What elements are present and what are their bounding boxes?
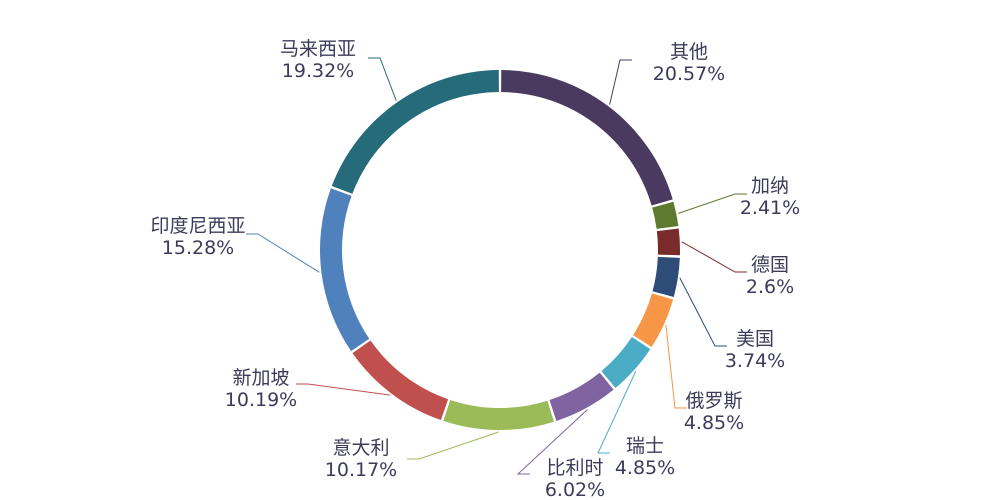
slice-3 [656,228,680,256]
slice-3-value-label: 2.6% [746,276,794,298]
slice-8-name-label: 意大利 [332,437,389,459]
slice-10-value-label: 15.28% [162,237,234,259]
slice-3-leader-line [681,241,747,273]
slice-11-leader-line [368,57,397,101]
slice-9-leader-line [296,383,391,396]
leader-lines [246,57,747,475]
slice-3-name-label: 德国 [751,254,789,276]
slice-6-name-label: 瑞士 [626,435,664,457]
slice-9-name-label: 新加坡 [232,367,289,389]
slice-11 [331,70,499,194]
donut-slices [320,70,680,430]
slice-10-name-label: 印度尼西亚 [150,215,245,237]
slice-7-name-label: 比利时 [546,457,603,479]
slice-9-value-label: 10.19% [225,389,297,411]
slice-1-value-label: 20.57% [653,63,725,85]
slice-1 [501,70,673,206]
slice-7-leader-line [516,409,588,475]
slice-11-value-label: 19.32% [282,60,354,82]
slice-1-name-label: 其他 [670,41,708,63]
slice-labels: 其他20.57%加纳2.41%德国2.6%美国3.74%俄罗斯4.85%瑞士4.… [150,38,800,500]
slice-1-leader-line [609,59,632,105]
slice-7-value-label: 6.02% [545,479,605,500]
slice-2-name-label: 加纳 [751,175,789,197]
slice-5-name-label: 俄罗斯 [685,390,742,412]
slice-5-value-label: 4.85% [684,412,744,434]
slice-4-leader-line [679,277,727,347]
slice-8-value-label: 10.17% [325,459,397,481]
slice-9 [352,340,449,421]
slice-5 [633,293,674,348]
slice-6-value-label: 4.85% [615,457,675,479]
slice-8 [443,399,554,430]
slice-6 [601,337,651,389]
slice-2 [652,201,679,229]
slice-6-leader-line [597,370,637,454]
slice-8-leader-line [407,431,499,460]
slice-5-leader-line [665,324,687,409]
slice-11-name-label: 马来西亚 [280,38,356,60]
slice-4 [652,256,680,298]
slice-2-value-label: 2.41% [740,197,800,219]
slice-2-leader-line [678,193,747,214]
slice-10 [320,188,370,352]
slice-4-name-label: 美国 [736,328,774,350]
slice-4-value-label: 3.74% [725,350,785,372]
slice-7 [549,372,614,421]
slice-10-leader-line [246,233,320,273]
